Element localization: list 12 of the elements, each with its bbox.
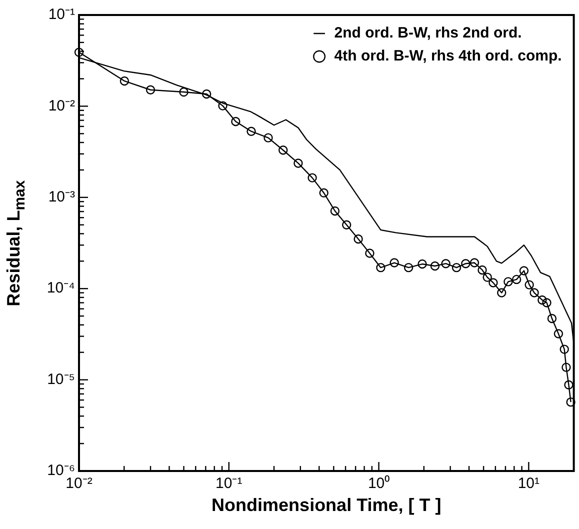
x-tick-label: 10⁻¹ — [216, 475, 242, 492]
x-tick-label: 10⁻² — [66, 475, 92, 492]
x-tick-label: 10⁰ — [368, 475, 390, 492]
y-tick-label: 10⁻⁴ — [46, 280, 75, 297]
y-tick-label: 10⁻³ — [48, 188, 75, 206]
y-tick-label: 10⁻⁵ — [47, 370, 75, 388]
y-tick-label: 10⁻¹ — [48, 6, 75, 24]
x-tick-label: 10¹ — [518, 475, 540, 492]
x-axis-title: Nondimensional Time, [ T ] — [212, 495, 442, 516]
y-tick-label: 10⁻² — [48, 97, 75, 114]
legend-label: 2nd ord. B-W, rhs 2nd ord. — [334, 24, 522, 42]
legend-label: 4th ord. B-W, rhs 4th ord. comp. — [334, 48, 562, 65]
